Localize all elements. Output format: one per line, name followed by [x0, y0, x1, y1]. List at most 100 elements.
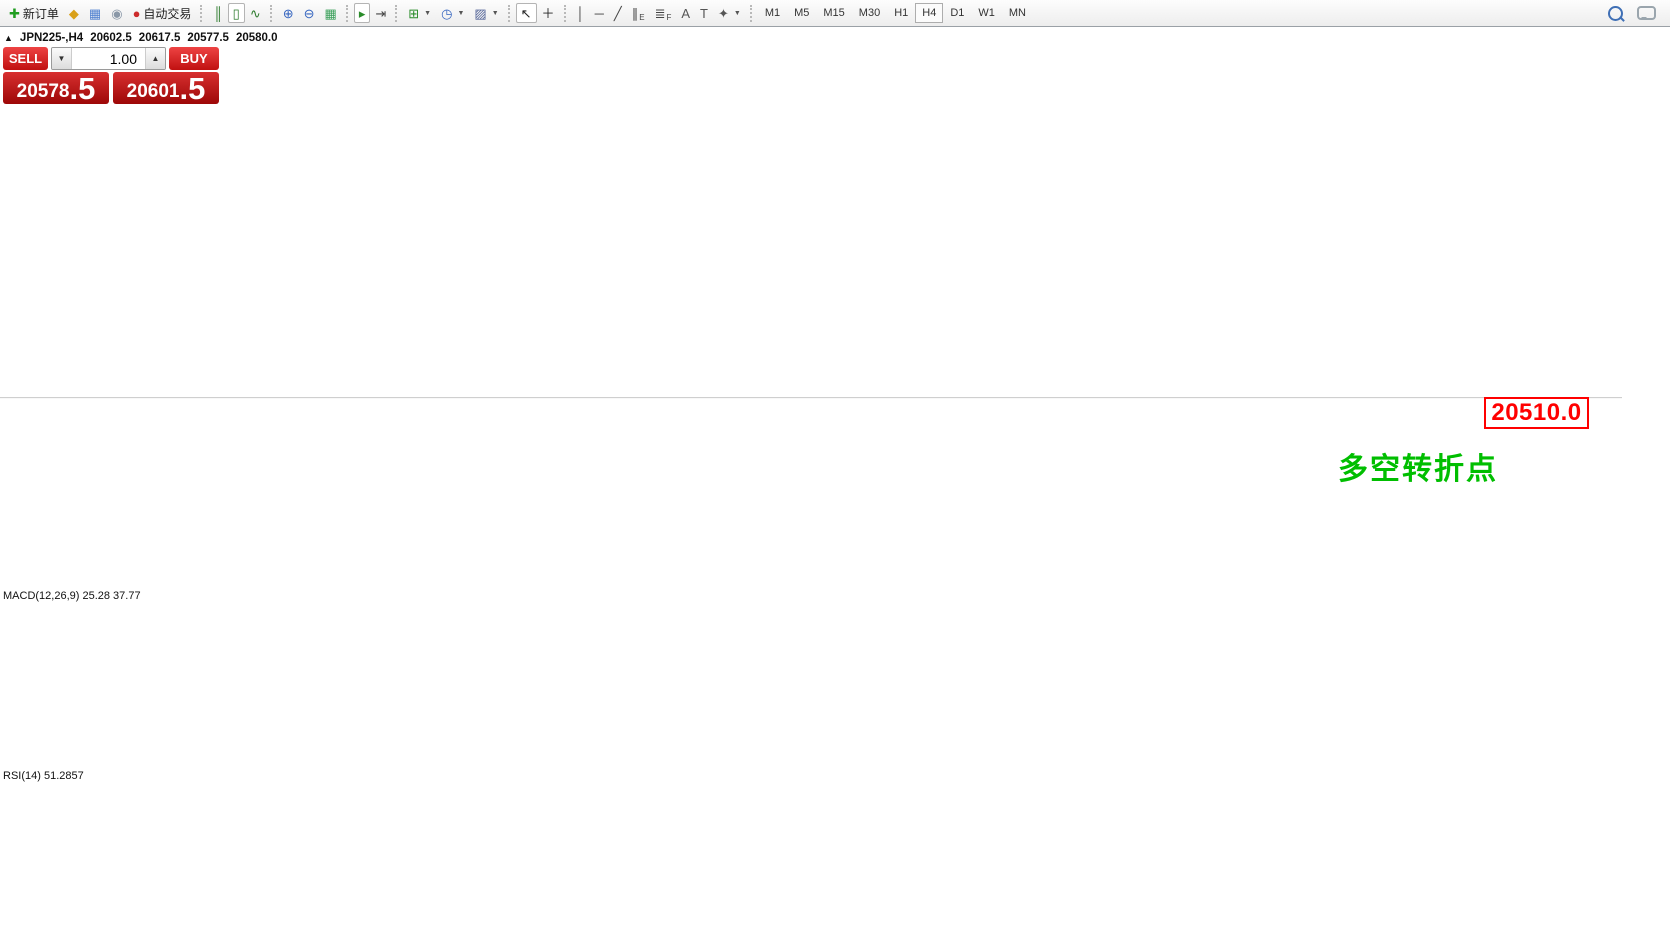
- chevron-down-icon: ▼: [457, 9, 465, 17]
- vertical-line-icon: │: [576, 5, 585, 21]
- ohlc-open: 20602.5: [90, 32, 132, 44]
- chevron-down-icon: ▼: [424, 9, 432, 17]
- price-callout-20510[interactable]: 20510.0: [1484, 397, 1589, 429]
- bar-chart-icon: ║: [213, 5, 223, 21]
- auto-scroll-icon: ▸: [358, 5, 366, 21]
- navigator-button[interactable]: ▦: [84, 3, 106, 23]
- toolbar-group-scroll: ▸ ⇥: [342, 0, 391, 26]
- chat-icon[interactable]: [1637, 6, 1656, 20]
- one-click-toggle-icon[interactable]: ▲: [4, 33, 13, 43]
- cursor-button[interactable]: ↖: [515, 3, 537, 23]
- tf-w1-button[interactable]: W1: [978, 7, 995, 19]
- market-watch-icon: ◆: [68, 5, 79, 21]
- equidistant-channel-icon: ∥: [631, 5, 639, 21]
- volume-box: ▼ 1.00 ▲: [51, 47, 166, 70]
- ohlc-low: 20577.5: [187, 32, 229, 44]
- navigator-icon: ▦: [88, 5, 102, 21]
- one-click-trade-panel: SELL ▼ 1.00 ▲ BUY 20578 .5 20601 .5: [3, 47, 219, 104]
- tile-windows-button[interactable]: ▦: [320, 3, 342, 23]
- auto-scroll-button[interactable]: ▸: [353, 3, 371, 23]
- text-button[interactable]: A: [676, 3, 695, 23]
- indicators-button[interactable]: ⊞ ▼: [403, 3, 436, 23]
- tf-m30-button[interactable]: M30: [858, 7, 881, 19]
- equidistant-channel-button[interactable]: ∥ E: [627, 3, 650, 23]
- crosshair-icon: ＋: [541, 5, 555, 21]
- text-icon: A: [681, 5, 691, 21]
- sell-button[interactable]: SELL: [3, 47, 48, 70]
- line-chart-button[interactable]: ∿: [245, 3, 266, 23]
- templates-icon: ▨: [474, 5, 487, 21]
- toolbar-separator: [200, 4, 203, 22]
- time-axis[interactable]: [0, 925, 1670, 951]
- zoom-out-button[interactable]: ⊖: [299, 3, 320, 23]
- text-label-button[interactable]: T: [695, 3, 713, 23]
- toolbar-group-trade: ✚ 新订单 ◆ ▦ ◉ ● 自动交易: [4, 0, 196, 26]
- indicators-icon: ⊞: [408, 5, 420, 21]
- buy-price[interactable]: 20601 .5: [113, 72, 219, 104]
- tf-m1-button[interactable]: M1: [764, 7, 781, 19]
- templates-button[interactable]: ▨ ▼: [469, 3, 503, 23]
- toolbar-separator: [345, 4, 348, 22]
- fibonacci-button[interactable]: ≣ F: [650, 3, 677, 23]
- periods-icon: ◷: [441, 5, 453, 21]
- arrows-button[interactable]: ✦ ▼: [713, 3, 746, 23]
- horizontal-line-button[interactable]: ─: [590, 3, 609, 23]
- tf-d1-button[interactable]: D1: [950, 7, 965, 19]
- equidistant-channel-icon-sub: E: [639, 13, 645, 22]
- chevron-down-icon: ▼: [733, 9, 741, 17]
- chevron-down-icon: ▼: [491, 9, 499, 17]
- signals-icon: ◉: [111, 5, 123, 21]
- toolbar-group-objects: │ ─ ╱ ∥ E ≣ F A T ✦ ▼: [560, 0, 746, 26]
- toolbar-group-chart-type: ║ ▯ ∿: [196, 0, 265, 26]
- tf-m5-button[interactable]: M5: [794, 7, 810, 19]
- sell-price-main: 20578: [16, 81, 70, 103]
- toolbar-separator: [507, 4, 510, 22]
- crosshair-button[interactable]: ＋: [537, 3, 560, 23]
- autotrading-button[interactable]: ● 自动交易: [128, 3, 197, 23]
- ohlc-close: 20580.0: [235, 32, 278, 44]
- chart-shift-button[interactable]: ⇥: [370, 3, 391, 23]
- arrows-icon: ✦: [717, 5, 729, 21]
- volume-increase-button[interactable]: ▲: [146, 48, 165, 69]
- volume-decrease-button[interactable]: ▼: [52, 48, 71, 69]
- market-watch-button[interactable]: ◆: [64, 3, 84, 23]
- sell-price[interactable]: 20578 .5: [3, 72, 109, 104]
- price-axis[interactable]: [1623, 27, 1670, 925]
- bar-chart-button[interactable]: ║: [208, 3, 227, 23]
- turning-point-annotation[interactable]: 多空转折点: [1338, 453, 1498, 486]
- chart-title: ▲ JPN225-,H4 20602.5 20617.5 20577.5 205…: [4, 32, 278, 44]
- trendline-icon: ╱: [613, 5, 622, 21]
- vertical-line-button[interactable]: │: [572, 3, 590, 23]
- toolbar-separator: [563, 4, 566, 22]
- text-label-icon: T: [700, 5, 708, 21]
- signals-button[interactable]: ◉: [106, 3, 127, 23]
- tf-mn-button[interactable]: MN: [1008, 7, 1026, 19]
- tf-h1-button[interactable]: H1: [894, 7, 909, 19]
- toolbar-group-zoom: ⊕ ⊖ ▦: [266, 0, 342, 26]
- toolbar-separator: [269, 4, 272, 22]
- rsi-label: RSI(14) 51.2857: [3, 770, 84, 782]
- fibonacci-icon: ≣: [654, 5, 666, 21]
- candlestick-button[interactable]: ▯: [227, 3, 245, 23]
- search-icon[interactable]: [1608, 5, 1623, 21]
- line-chart-icon: ∿: [249, 5, 261, 21]
- toolbar-separator: [749, 4, 752, 22]
- autotrading-icon: ●: [132, 5, 141, 21]
- toolbar-group-cursor: ↖ ＋: [504, 0, 560, 26]
- new-order-button[interactable]: ✚ 新订单: [4, 3, 64, 23]
- new-order-icon: ✚: [9, 5, 20, 21]
- symbol-period-label: JPN225-,H4: [19, 32, 84, 44]
- cursor-icon: ↖: [520, 5, 532, 21]
- periods-button[interactable]: ◷ ▼: [436, 3, 469, 23]
- autotrading-button-label: 自动交易: [143, 6, 192, 21]
- tf-m15-button[interactable]: M15: [823, 7, 845, 19]
- tf-h4-button[interactable]: H4: [915, 3, 944, 23]
- trendline-button[interactable]: ╱: [609, 3, 627, 23]
- buy-button[interactable]: BUY: [169, 47, 219, 70]
- macd-label: MACD(12,26,9) 25.28 37.77: [3, 590, 141, 602]
- buy-price-main: 20601: [126, 81, 180, 103]
- volume-input[interactable]: 1.00: [71, 48, 146, 69]
- toolbar-separator: [395, 4, 398, 22]
- zoom-in-button[interactable]: ⊕: [278, 3, 299, 23]
